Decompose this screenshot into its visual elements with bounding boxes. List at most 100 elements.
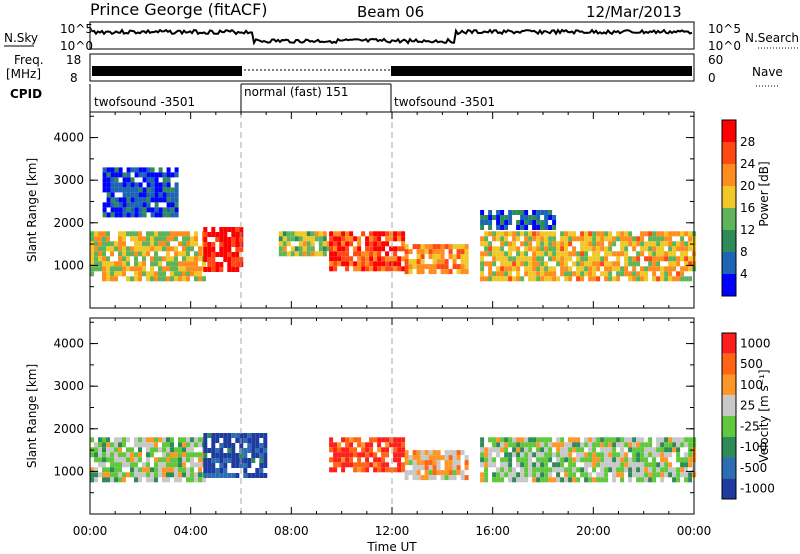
power-cell (444, 269, 449, 275)
velocity-cell (420, 450, 425, 456)
power-cell (688, 246, 693, 252)
power-cell (329, 266, 334, 272)
power-cell (158, 207, 163, 213)
power-cell (460, 259, 465, 265)
velocity-cell (215, 438, 220, 443)
power-cell (186, 236, 190, 242)
velocity-cell (211, 463, 216, 468)
power-cell (548, 241, 553, 247)
velocity-cell (416, 465, 421, 471)
power-cell (648, 241, 653, 247)
power-cell (464, 264, 469, 270)
power-cell (345, 241, 350, 247)
velocity-cell (644, 462, 649, 468)
power-cell (130, 266, 134, 272)
power-cell (142, 192, 147, 198)
velocity-cell (263, 443, 268, 448)
velocity-cell (162, 452, 166, 458)
power-cell (540, 271, 545, 277)
power-cell (138, 167, 143, 173)
velocity-cell (349, 462, 354, 468)
velocity-cell (166, 447, 170, 453)
power-cell (552, 215, 557, 220)
power-cell (548, 251, 553, 257)
velocity-cell (596, 472, 601, 478)
power-cell (182, 231, 186, 237)
power-cell (492, 215, 497, 220)
velocity-cell (110, 457, 114, 463)
power-cell (142, 266, 146, 272)
date-title: 12/Mar/2013 (586, 3, 682, 21)
power-cell (134, 182, 139, 188)
velocity-cell (239, 463, 244, 468)
time-tick-label: 12:00 (375, 524, 410, 538)
velocity-cell (516, 477, 521, 483)
power-cell (432, 254, 437, 260)
velocity-cell (564, 447, 569, 453)
velocity-cell (412, 455, 417, 461)
power-cell (278, 241, 283, 247)
velocity-cell (648, 452, 653, 458)
velocity-cell (632, 467, 637, 473)
velocity-cell (604, 452, 609, 458)
power-cell (357, 246, 362, 252)
power-cell (688, 231, 693, 237)
velocity-cell (333, 447, 338, 453)
power-cell (329, 231, 334, 237)
power-cell (628, 271, 633, 277)
power-cell (207, 252, 212, 257)
power-cell (524, 271, 529, 277)
power-cell (464, 254, 469, 260)
velocity-cell (448, 475, 453, 481)
power-cell (118, 172, 123, 178)
velocity-cell (353, 452, 358, 458)
power-cell (142, 246, 146, 252)
power-cell (668, 246, 673, 252)
power-cell (150, 236, 154, 242)
power-cell (138, 182, 143, 188)
power-cell (632, 276, 637, 282)
power-cell (337, 246, 342, 252)
velocity-cell (207, 433, 212, 438)
power-cell (652, 261, 657, 267)
cpid-label: CPID (10, 87, 42, 101)
power-cell (142, 202, 147, 208)
power-cell (404, 254, 409, 260)
velocity-cell (612, 452, 617, 458)
power-cell (385, 231, 390, 237)
power-cell (608, 246, 613, 252)
power-cell (162, 266, 166, 272)
power-cell (118, 246, 122, 252)
velocity-cell (512, 437, 517, 443)
velocity-colorbar-tick: 100 (740, 378, 763, 392)
velocity-cell (452, 470, 457, 476)
power-cell (122, 187, 127, 193)
power-cell (150, 187, 155, 193)
velocity-cell (361, 447, 366, 453)
velocity-cell (166, 477, 170, 483)
velocity-cell (548, 472, 553, 478)
power-cell (98, 251, 102, 257)
power-colorbar-tick: 12 (740, 223, 755, 237)
power-cell (488, 225, 493, 230)
power-cell (353, 251, 358, 257)
velocity-cell (632, 462, 637, 468)
velocity-cell (182, 447, 186, 453)
power-cell (680, 266, 685, 272)
velocity-cell (640, 447, 645, 453)
power-cell (162, 187, 167, 193)
power-cell (508, 251, 513, 257)
power-cell (604, 251, 609, 257)
power-cell (604, 276, 609, 282)
velocity-cell (600, 462, 605, 468)
power-cell (604, 256, 609, 262)
velocity-cell (648, 467, 653, 473)
velocity-cell (404, 455, 409, 461)
power-cell (508, 261, 513, 267)
velocity-cell (684, 467, 689, 473)
power-cell (568, 266, 573, 272)
power-cell (536, 261, 541, 267)
power-cell (203, 267, 208, 272)
power-cell (532, 231, 537, 237)
power-cell (684, 261, 689, 267)
